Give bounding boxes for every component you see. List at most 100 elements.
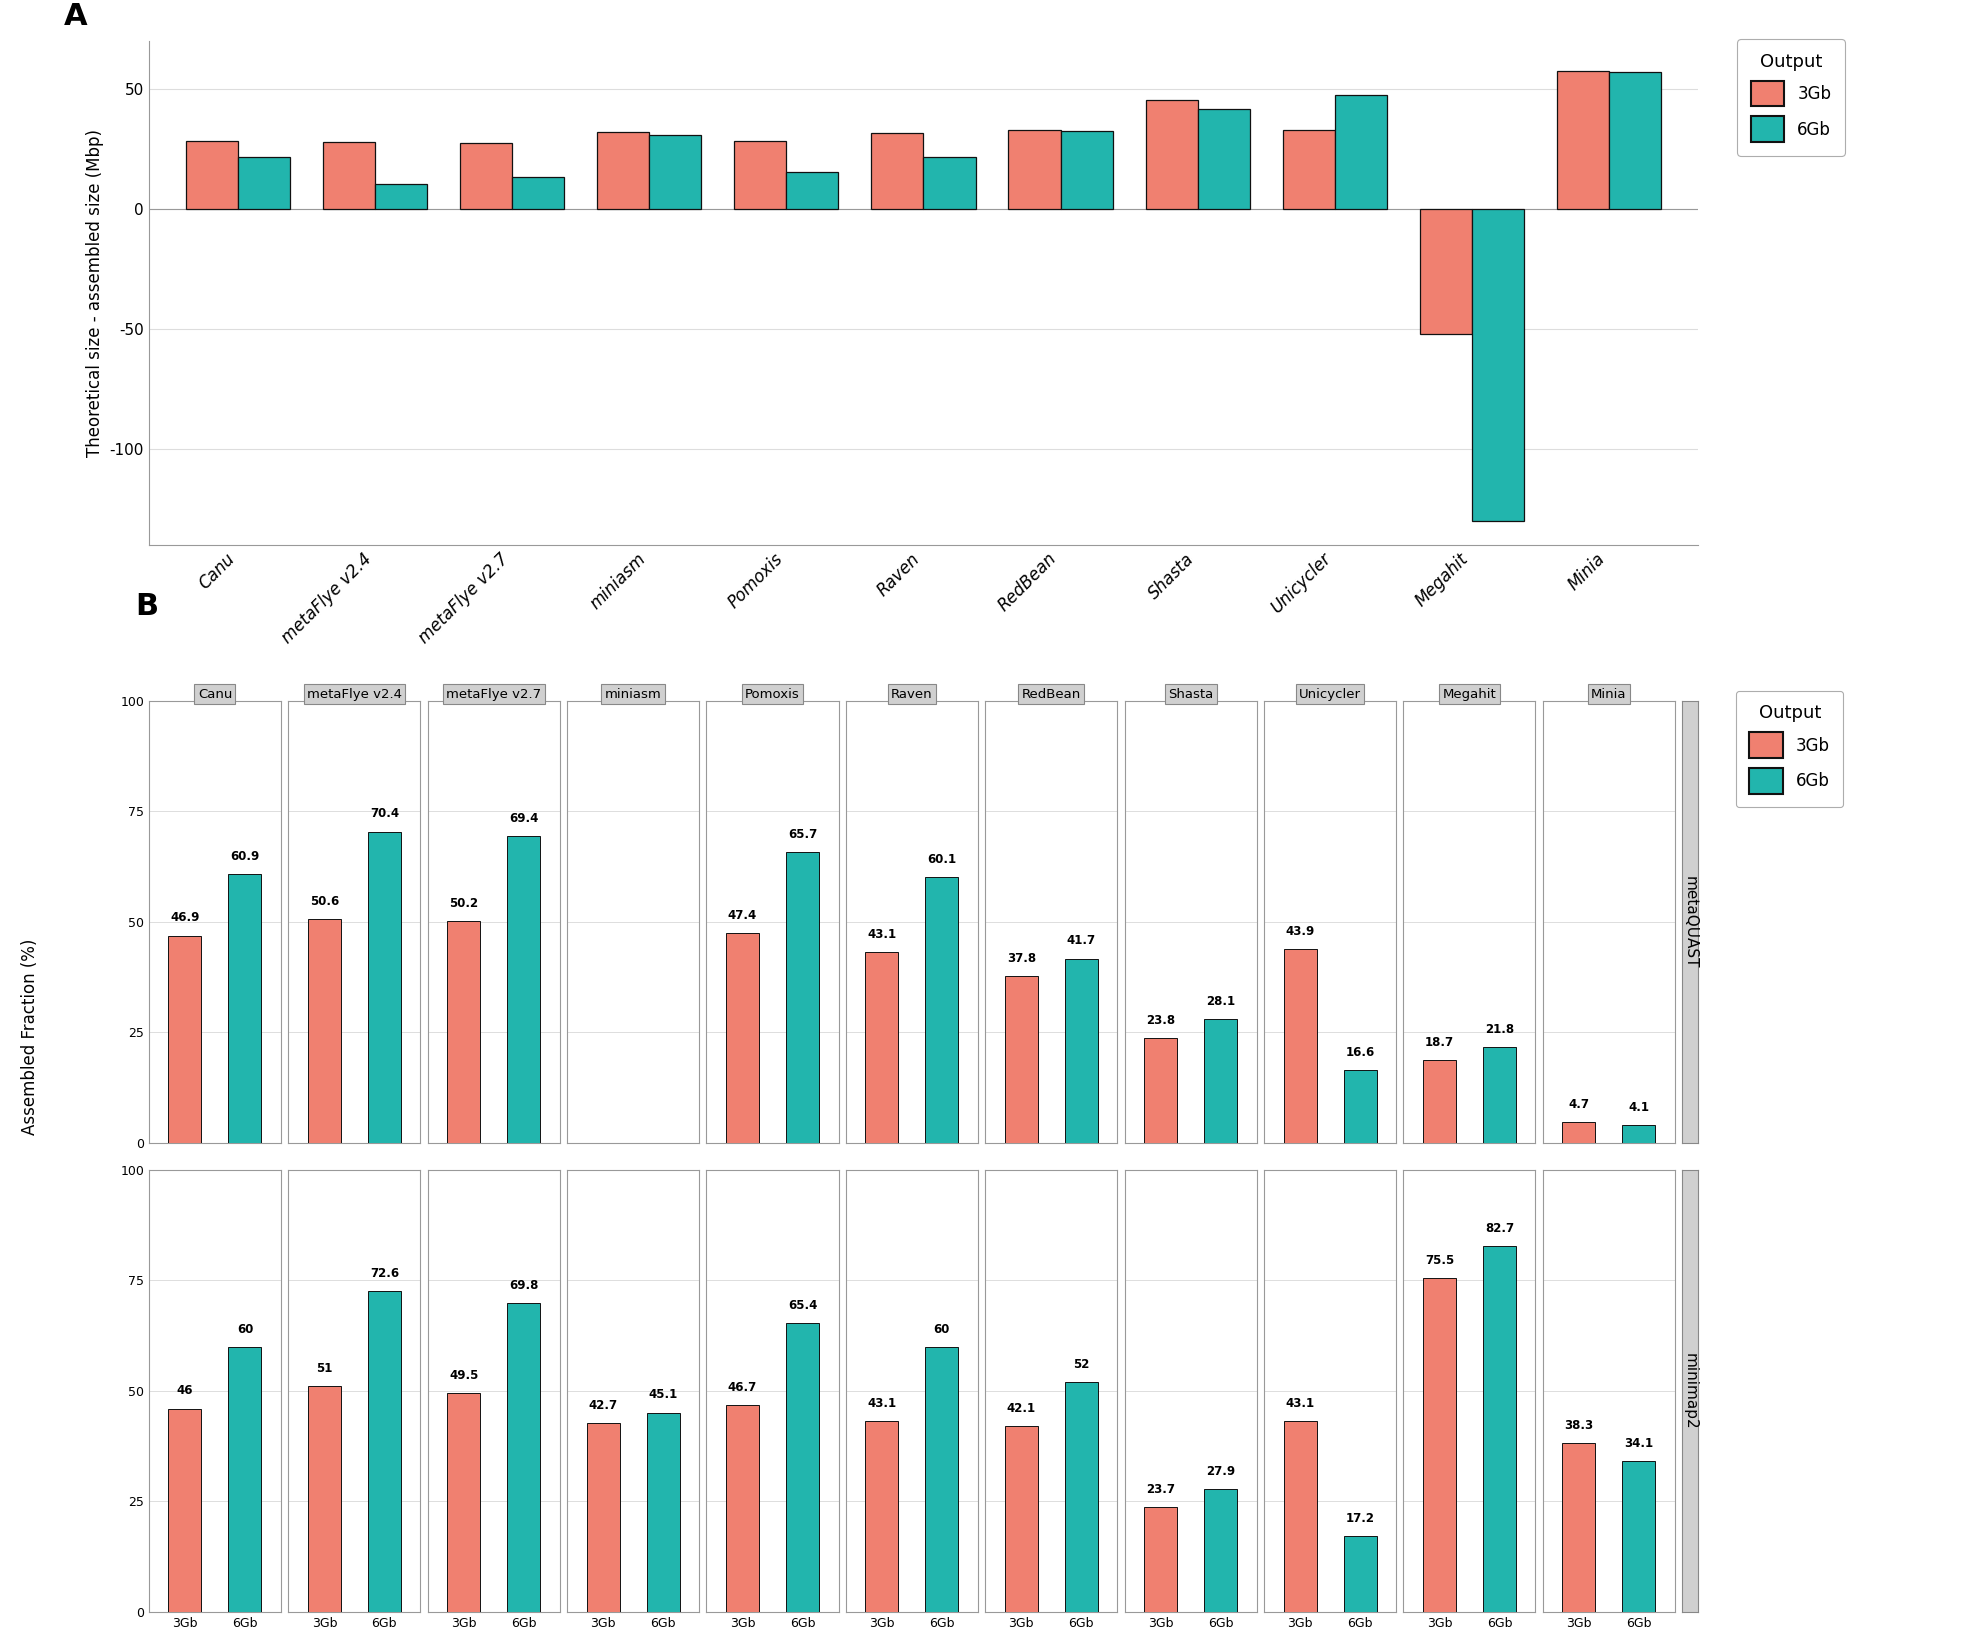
Bar	[727, 933, 759, 1143]
Bar	[1144, 1507, 1178, 1612]
Text: 18.7: 18.7	[1424, 1036, 1454, 1050]
Bar	[447, 921, 481, 1143]
Text: 60.9: 60.9	[230, 849, 260, 862]
Text: 27.9: 27.9	[1206, 1464, 1235, 1477]
Bar	[1484, 1046, 1515, 1143]
Text: 41.7: 41.7	[1066, 934, 1096, 948]
Bar	[727, 1405, 759, 1612]
Text: 23.7: 23.7	[1146, 1484, 1176, 1497]
Bar	[1609, 72, 1660, 209]
Text: 69.8: 69.8	[508, 1280, 538, 1293]
Text: 34.1: 34.1	[1625, 1438, 1654, 1451]
Text: minimap2: minimap2	[1682, 1352, 1698, 1430]
Title: metaFlye v2.4: metaFlye v2.4	[308, 688, 401, 701]
Bar	[228, 873, 262, 1143]
Text: 75.5: 75.5	[1424, 1253, 1454, 1267]
Text: 43.9: 43.9	[1285, 924, 1315, 938]
Bar	[187, 141, 238, 209]
Text: 42.1: 42.1	[1007, 1402, 1037, 1415]
Bar	[923, 158, 975, 209]
Text: 72.6: 72.6	[369, 1267, 399, 1280]
Bar	[786, 852, 818, 1143]
Bar	[375, 184, 427, 209]
Text: Assembled Fraction (%): Assembled Fraction (%)	[20, 938, 40, 1135]
Text: 46: 46	[177, 1385, 193, 1398]
Text: 45.1: 45.1	[649, 1388, 677, 1402]
Title: Pomoxis: Pomoxis	[745, 688, 800, 701]
Text: 82.7: 82.7	[1486, 1222, 1513, 1235]
Bar	[461, 143, 512, 209]
Bar	[866, 1421, 898, 1612]
Bar	[1557, 71, 1609, 209]
Bar	[1144, 1038, 1178, 1143]
Bar	[1204, 1018, 1237, 1143]
Bar	[649, 135, 701, 209]
Title: Raven: Raven	[892, 688, 933, 701]
Bar	[1009, 130, 1061, 209]
Title: miniasm: miniasm	[606, 688, 661, 701]
Text: 49.5: 49.5	[449, 1369, 479, 1382]
Text: 65.7: 65.7	[788, 829, 816, 841]
Bar	[506, 1303, 540, 1612]
Title: Shasta: Shasta	[1168, 688, 1213, 701]
Bar	[872, 133, 923, 209]
Bar	[367, 1291, 401, 1612]
Text: 52: 52	[1072, 1357, 1090, 1370]
Bar	[367, 831, 401, 1143]
Text: 38.3: 38.3	[1565, 1418, 1593, 1431]
Text: 65.4: 65.4	[788, 1298, 816, 1311]
Text: 46.7: 46.7	[729, 1382, 757, 1395]
Bar	[1623, 1125, 1656, 1143]
Text: A: A	[64, 2, 87, 31]
Bar	[1484, 1247, 1515, 1612]
Bar	[925, 1347, 959, 1612]
Bar	[1345, 1536, 1376, 1612]
Bar	[1563, 1122, 1595, 1143]
Bar	[1061, 132, 1112, 209]
Bar	[1146, 100, 1198, 209]
Bar	[169, 1408, 201, 1612]
Title: RedBean: RedBean	[1021, 688, 1080, 701]
Bar	[512, 176, 564, 209]
Text: 50.2: 50.2	[449, 897, 479, 910]
Bar	[866, 952, 898, 1143]
Bar	[447, 1393, 481, 1612]
Bar	[1283, 130, 1335, 209]
Text: 43.1: 43.1	[1285, 1397, 1315, 1410]
Bar	[1623, 1461, 1656, 1612]
Bar	[506, 836, 540, 1143]
Bar	[1335, 95, 1386, 209]
Text: 69.4: 69.4	[508, 813, 538, 824]
Text: 16.6: 16.6	[1345, 1046, 1374, 1058]
Text: 47.4: 47.4	[729, 910, 757, 923]
Text: 51: 51	[316, 1362, 332, 1375]
Text: 4.1: 4.1	[1629, 1101, 1648, 1114]
Bar	[1005, 1426, 1039, 1612]
Bar	[586, 1423, 620, 1612]
Text: 4.7: 4.7	[1569, 1099, 1589, 1110]
Text: 46.9: 46.9	[171, 911, 201, 924]
Text: 50.6: 50.6	[310, 895, 340, 908]
Text: 43.1: 43.1	[868, 1397, 896, 1410]
Y-axis label: Theoretical size - assembled size (Mbp): Theoretical size - assembled size (Mbp)	[85, 128, 103, 457]
Bar	[1422, 1278, 1456, 1612]
Bar	[1283, 1421, 1317, 1612]
Bar	[1472, 209, 1523, 521]
Bar	[735, 141, 786, 209]
Bar	[1283, 949, 1317, 1143]
Text: 60: 60	[236, 1323, 252, 1336]
Bar	[786, 171, 838, 209]
Bar	[308, 1387, 342, 1612]
Legend: 3Gb, 6Gb: 3Gb, 6Gb	[1736, 691, 1843, 808]
Legend: 3Gb, 6Gb: 3Gb, 6Gb	[1738, 39, 1845, 156]
Title: Minia: Minia	[1591, 688, 1627, 701]
Title: Unicycler: Unicycler	[1299, 688, 1360, 701]
Title: metaFlye v2.7: metaFlye v2.7	[447, 688, 542, 701]
Title: Megahit: Megahit	[1442, 688, 1495, 701]
Text: 70.4: 70.4	[369, 808, 399, 821]
Text: 28.1: 28.1	[1206, 995, 1235, 1008]
Bar	[786, 1323, 818, 1612]
Bar	[925, 877, 959, 1143]
Text: 60: 60	[933, 1323, 949, 1336]
Bar	[324, 141, 375, 209]
